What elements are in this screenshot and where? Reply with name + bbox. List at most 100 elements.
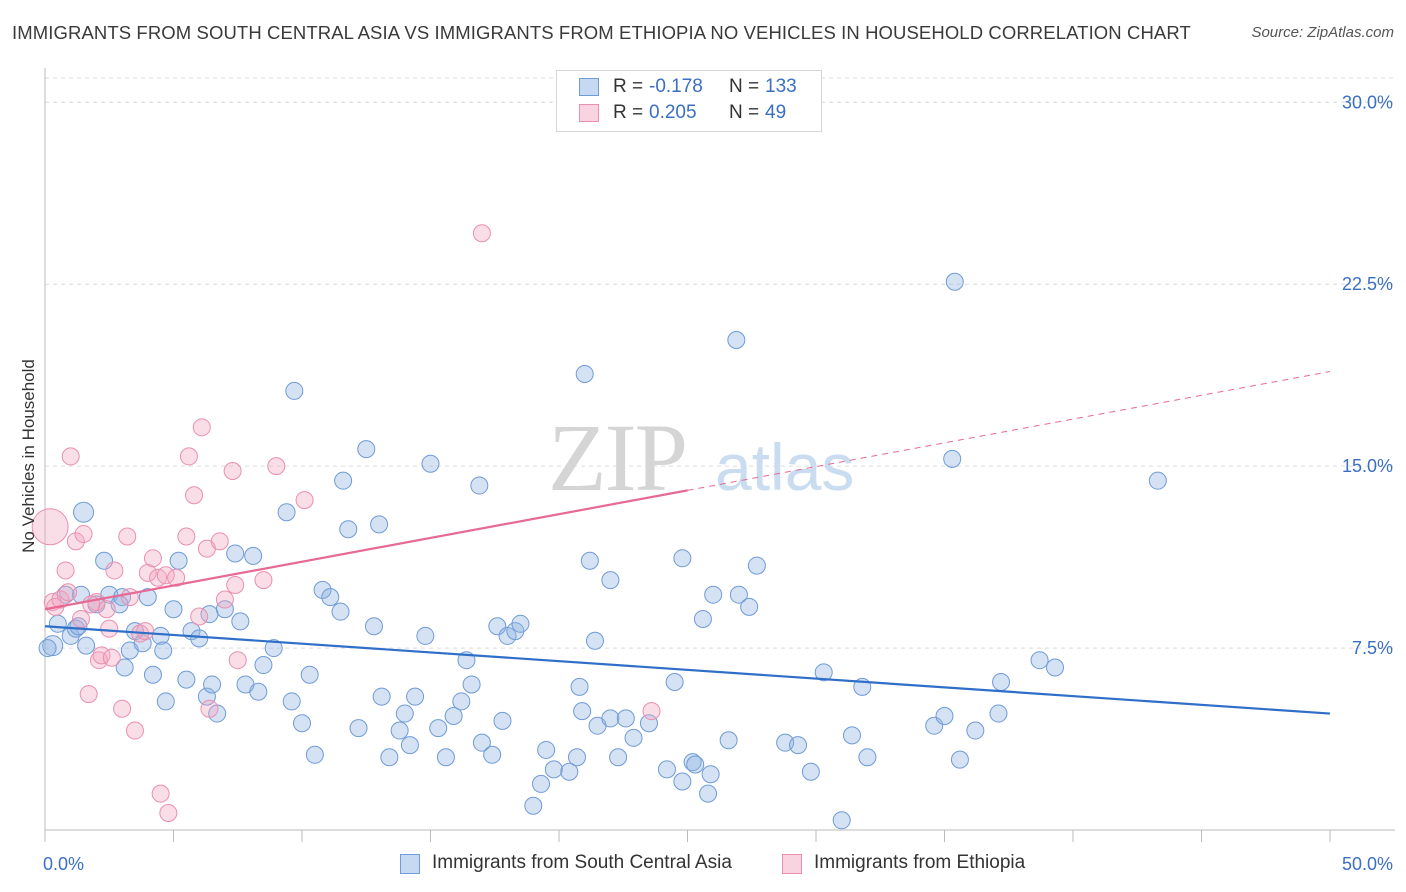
data-point-asia [203,675,222,694]
data-point-asia [537,740,556,759]
chart-title: IMMIGRANTS FROM SOUTH CENTRAL ASIA VS IM… [12,22,1191,43]
data-point-ethiopia [642,702,661,721]
data-point-asia [305,745,324,764]
trend-lines [44,371,1331,715]
data-point-asia [472,733,491,752]
data-point-ethiopia [74,525,93,544]
tick-labels: 7.5% 15.0% 22.5% 30.0% 0.0% 50.0% [43,92,1393,874]
data-point-asia [1046,658,1065,677]
data-point-asia [544,760,563,779]
data-point-ethiopia [215,590,234,609]
data-point-ethiopia [143,549,162,568]
data-point-asia [321,588,340,607]
bottom-legend-swatch-ethiopia [782,854,802,874]
data-point-ethiopia [118,527,137,546]
y-tick-label: 30.0% [1342,92,1393,112]
data-point-asia [249,682,268,701]
data-point-asia [244,546,263,565]
legend-r-value: 0.205 [649,102,697,123]
data-point-asia [1148,471,1167,490]
data-point-asia [601,571,620,590]
data-point-asia [616,709,635,728]
data-point-asia [701,765,720,784]
data-point-ethiopia [102,648,121,667]
data-point-asia [686,755,705,774]
data-point-ethiopia [31,508,69,546]
data-point-asia [943,449,962,468]
data-point-ethiopia [51,590,70,609]
data-point-ethiopia [105,561,124,580]
data-point-asia [729,585,748,604]
data-point-ethiopia [61,447,80,466]
data-point-asia [254,656,273,675]
data-point-asia [313,580,332,599]
data-point-asia [390,721,409,740]
legend-n-label: N = [729,76,760,97]
series-ethiopia [31,224,661,823]
data-point-ethiopia [223,461,242,480]
data-point-asia [719,731,738,750]
data-point-ethiopia [66,532,85,551]
y-axis-label: No Vehicles in Household [19,359,38,553]
data-point-asia [989,704,1008,723]
trend-line-ethiopia [44,489,688,611]
correlation-legend: R = -0.178 N = 133 R = 0.205 N = 49 [556,70,822,132]
y-tick-label: 7.5% [1352,638,1393,658]
data-point-asia [992,673,1011,692]
data-point-ethiopia [100,619,119,638]
data-point-asia [470,476,489,495]
data-point-asia [560,762,579,781]
data-point-ethiopia [82,595,101,614]
data-point-asia [421,454,440,473]
data-point-asia [416,626,435,645]
bottom-legend-label-asia: Immigrants from South Central Asia [432,852,732,873]
data-point-asia [575,364,594,383]
data-point-asia [814,663,833,682]
data-point-asia [483,745,502,764]
data-point-asia [282,692,301,711]
legend-n-value: 49 [765,102,787,123]
data-point-asia [740,597,759,616]
data-point-asia [293,714,311,733]
legend-r-label: R = [613,102,644,123]
data-point-asia [38,639,57,658]
data-point-asia [493,711,512,730]
legend-n-value: 133 [765,76,797,97]
data-point-asia [177,670,196,689]
data-point-asia [585,631,604,650]
data-point-asia [704,585,723,604]
y-tick-label: 22.5% [1342,274,1393,294]
data-point-asia [624,728,643,747]
data-point-ethiopia [138,563,157,582]
data-point-ethiopia [59,583,78,602]
data-point-asia [115,658,134,677]
data-point-ethiopia [228,651,247,670]
data-point-asia [231,612,250,631]
data-point-ethiopia [192,418,211,437]
data-point-asia [349,719,368,738]
data-point-asia [966,721,985,740]
data-point-ethiopia [113,699,132,718]
data-point-asia [334,471,353,490]
data-point-ethiopia [56,561,75,580]
data-point-asia [609,748,628,767]
data-point-asia [683,753,702,772]
data-point-asia [300,665,319,684]
data-point-asia [801,762,820,781]
data-point-asia [364,617,383,636]
data-point-asia [570,677,589,696]
data-point-ethiopia [97,600,116,619]
data-point-asia [727,330,746,349]
series-south-central-asia [38,272,1167,830]
data-point-asia [462,675,481,694]
data-point-asia [842,726,861,745]
data-point-asia [285,381,304,400]
data-point-asia [601,709,620,728]
data-point-asia [73,501,95,523]
data-point-asia [673,772,692,791]
data-point-asia [452,692,471,711]
data-point-asia [524,796,543,815]
data-point-ethiopia [71,609,90,628]
data-point-asia [567,748,586,767]
